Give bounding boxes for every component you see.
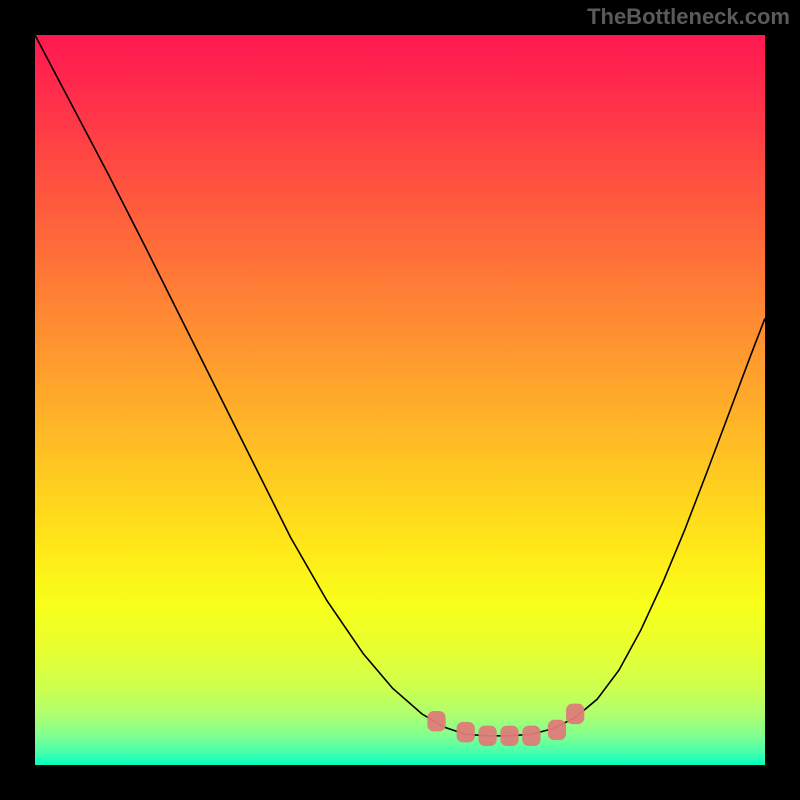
highlight-node [548, 720, 566, 740]
highlight-nodes [427, 704, 584, 746]
bottleneck-curve [35, 35, 765, 736]
curve-layer [35, 35, 765, 765]
highlight-node [427, 711, 445, 731]
highlight-node [457, 722, 475, 742]
chart-plot-area [35, 35, 765, 765]
highlight-node [522, 726, 540, 746]
watermark-text: TheBottleneck.com [587, 4, 790, 30]
highlight-node [566, 704, 584, 724]
highlight-node [500, 726, 518, 746]
highlight-node [478, 726, 496, 746]
